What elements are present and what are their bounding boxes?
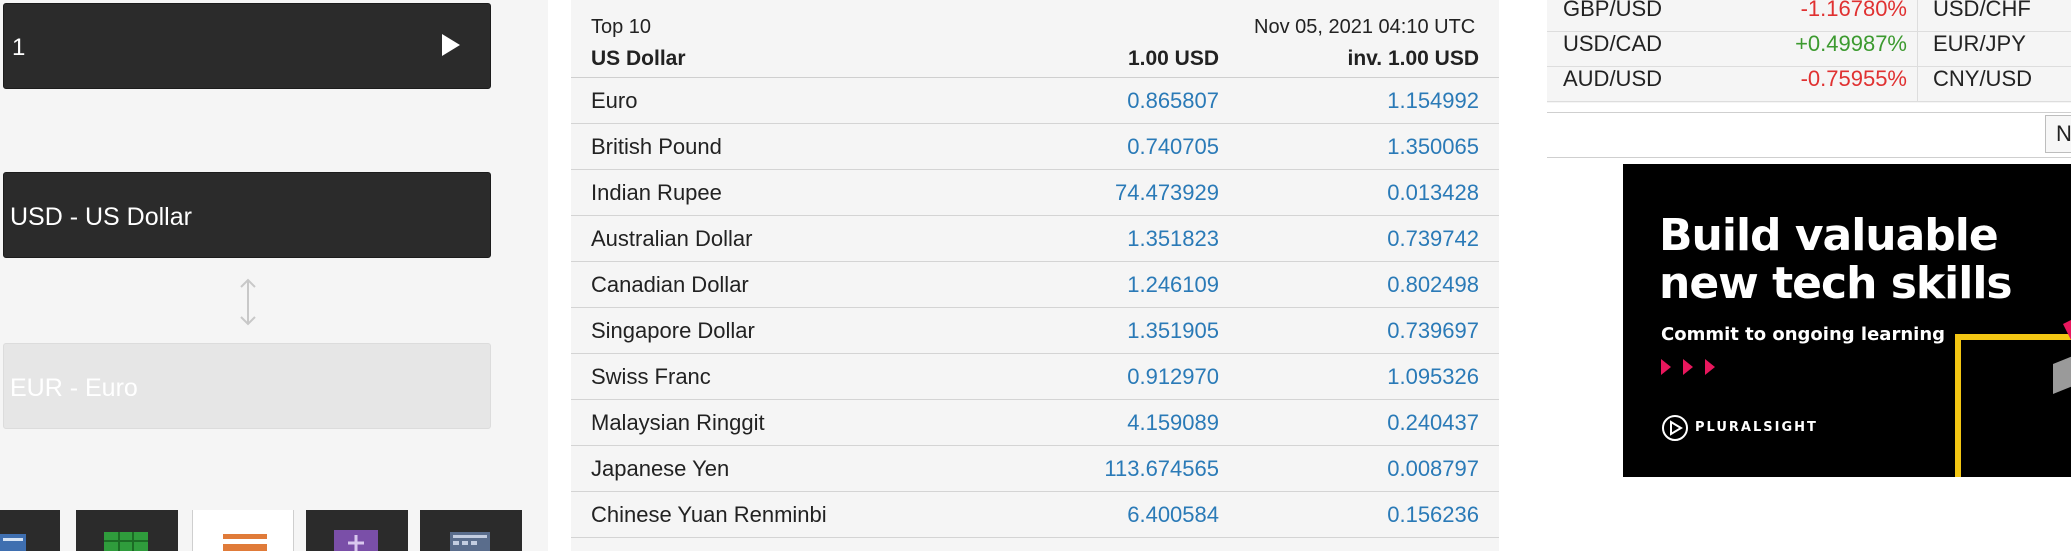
ticker-pair[interactable]: GBP/USD bbox=[1563, 0, 1663, 21]
converter-panel: 1 USD - US Dollar EUR - Euro bbox=[0, 0, 548, 551]
table-grid-icon bbox=[104, 532, 148, 551]
rates-rows: Euro 0.865807 1.154992 British Pound 0.74070… bbox=[571, 78, 1499, 538]
rates-timestamp: Nov 05, 2021 04:10 UTC bbox=[1254, 16, 1476, 38]
ticker-pair[interactable]: EUR/JPY bbox=[1933, 31, 2026, 56]
ad-subline: Commit to ongoing learning bbox=[1661, 324, 1946, 345]
tool-tabs bbox=[0, 510, 548, 551]
calculator-icon bbox=[0, 534, 26, 551]
currency-name[interactable]: Canadian Dollar bbox=[591, 272, 749, 297]
rate-link[interactable]: 0.740705 bbox=[1127, 134, 1219, 159]
inverse-rate-link[interactable]: 1.095326 bbox=[1387, 364, 1479, 389]
rate-link[interactable]: 113.674565 bbox=[1104, 456, 1219, 481]
ticker-divider bbox=[1917, 0, 1918, 31]
ticker-change: +0.49987% bbox=[1795, 31, 1907, 56]
tab-calculator[interactable] bbox=[0, 510, 60, 551]
currency-name[interactable]: Indian Rupee bbox=[591, 180, 722, 205]
table-row[interactable]: Indian Rupee 74.473929 0.013428 bbox=[571, 170, 1499, 216]
rate-link[interactable]: 4.159089 bbox=[1127, 410, 1219, 435]
tab-add[interactable] bbox=[306, 510, 408, 551]
ticker-row[interactable]: GBP/USD -1.16780% USD/CHF bbox=[1547, 0, 2071, 32]
tab-calendar[interactable] bbox=[420, 510, 522, 551]
table-row[interactable]: Malaysian Ringgit 4.159089 0.240437 bbox=[571, 400, 1499, 446]
table-row[interactable]: Swiss Franc 0.912970 1.095326 bbox=[571, 354, 1499, 400]
amount-value: 1 bbox=[12, 34, 26, 61]
inverse-rate-link[interactable]: 0.008797 bbox=[1387, 456, 1479, 481]
search-bar: N bbox=[1547, 112, 2071, 158]
base-currency-name: US Dollar bbox=[591, 47, 686, 70]
rates-table-header: Top 10 Nov 05, 2021 04:10 UTC US Dollar … bbox=[571, 0, 1499, 78]
advertisement[interactable]: Build valuable new tech skills Commit to… bbox=[1623, 164, 2071, 477]
table-row[interactable]: Chinese Yuan Renminbi 6.400584 0.156236 bbox=[571, 492, 1499, 538]
to-currency-select[interactable]: EUR - Euro bbox=[3, 343, 491, 429]
table-row[interactable]: Canadian Dollar 1.246109 0.802498 bbox=[571, 262, 1499, 308]
ticker-divider bbox=[1917, 31, 1918, 66]
ticker-pair[interactable]: USD/CHF bbox=[1933, 0, 2031, 21]
ticker-pair[interactable]: AUD/USD bbox=[1563, 66, 1663, 91]
table-row[interactable]: Singapore Dollar 1.351905 0.739697 bbox=[571, 308, 1499, 354]
currency-name[interactable]: British Pound bbox=[591, 134, 722, 159]
table-row[interactable]: Euro 0.865807 1.154992 bbox=[571, 78, 1499, 124]
currency-name[interactable]: Australian Dollar bbox=[591, 226, 753, 251]
ad-cube-decoration-icon bbox=[2053, 320, 2071, 394]
inverse-rate-link[interactable]: 1.154992 bbox=[1387, 88, 1479, 113]
ticker-divider bbox=[1917, 66, 1918, 101]
ad-decoration-frame bbox=[1955, 334, 2071, 477]
inverse-rate-link[interactable]: 0.240437 bbox=[1387, 410, 1479, 435]
currency-name[interactable]: Japanese Yen bbox=[591, 456, 730, 481]
inverse-rate-link[interactable]: 0.156236 bbox=[1387, 502, 1479, 527]
header-divider bbox=[571, 77, 1499, 78]
inverse-rate-link[interactable]: 0.802498 bbox=[1387, 272, 1479, 297]
inverse-rate-link[interactable]: 0.739742 bbox=[1387, 226, 1479, 251]
rate-column-header: 1.00 USD bbox=[1127, 47, 1219, 70]
inverse-rate-link[interactable]: 1.350065 bbox=[1387, 134, 1479, 159]
right-sidebar: GBP/USD -1.16780% USD/CHF USD/CAD +0.49987% E… bbox=[1547, 0, 2071, 551]
currency-name[interactable]: Euro bbox=[591, 88, 638, 113]
inverse-rate-link[interactable]: 0.739697 bbox=[1387, 318, 1479, 343]
table-row[interactable]: British Pound 0.740705 1.350065 bbox=[571, 124, 1499, 170]
tab-list[interactable] bbox=[192, 510, 294, 551]
ticker-row[interactable]: USD/CAD +0.49987% EUR/JPY bbox=[1547, 31, 2071, 67]
rate-link[interactable]: 1.351823 bbox=[1127, 226, 1219, 251]
calendar-icon bbox=[450, 532, 490, 551]
rates-table: Top 10 Nov 05, 2021 04:10 UTC US Dollar … bbox=[571, 0, 1499, 551]
rate-link[interactable]: 74.473929 bbox=[1115, 180, 1219, 205]
rate-link[interactable]: 1.246109 bbox=[1127, 272, 1219, 297]
table-row[interactable]: Australian Dollar 1.351823 0.739742 bbox=[571, 216, 1499, 262]
ticker-change: -1.16780% bbox=[1800, 0, 1907, 21]
plus-icon bbox=[334, 530, 378, 551]
search-input[interactable] bbox=[1547, 113, 2049, 157]
swap-vertical-arrows-icon[interactable] bbox=[236, 276, 260, 328]
ad-headline: Build valuable new tech skills bbox=[1659, 210, 2013, 309]
amount-field[interactable]: 1 bbox=[3, 3, 491, 89]
ad-brand: PLURALSIGHT bbox=[1695, 420, 1818, 435]
table-row[interactable]: Japanese Yen 113.674565 0.008797 bbox=[571, 446, 1499, 492]
inverse-rate-link[interactable]: 0.013428 bbox=[1387, 180, 1479, 205]
ticker-row[interactable]: AUD/USD -0.75955% CNY/USD bbox=[1547, 66, 2071, 102]
rate-link[interactable]: 0.865807 bbox=[1127, 88, 1219, 113]
from-currency-select[interactable]: USD - US Dollar bbox=[3, 172, 491, 258]
ticker-pair[interactable]: CNY/USD bbox=[1933, 66, 2033, 91]
rate-link[interactable]: 1.351905 bbox=[1127, 318, 1219, 343]
ticker-change: -0.75955% bbox=[1800, 66, 1907, 91]
play-arrows-icon bbox=[1661, 359, 1715, 375]
ticker-pair[interactable]: USD/CAD bbox=[1563, 31, 1663, 56]
list-icon bbox=[223, 534, 267, 551]
rate-link[interactable]: 6.400584 bbox=[1127, 502, 1219, 527]
play-triangle-icon[interactable] bbox=[442, 34, 460, 56]
from-currency-label: USD - US Dollar bbox=[10, 203, 192, 231]
to-currency-label: EUR - Euro bbox=[10, 374, 138, 402]
tab-table[interactable] bbox=[76, 510, 178, 551]
currency-name[interactable]: Singapore Dollar bbox=[591, 318, 755, 343]
search-button[interactable]: N bbox=[2045, 115, 2071, 153]
currency-name[interactable]: Swiss Franc bbox=[591, 364, 711, 389]
pluralsight-logo-icon bbox=[1662, 415, 1688, 441]
table-subtitle: Top 10 bbox=[591, 16, 652, 38]
currency-ticker: GBP/USD -1.16780% USD/CHF USD/CAD +0.49987% E… bbox=[1547, 0, 2071, 103]
currency-name[interactable]: Chinese Yuan Renminbi bbox=[591, 502, 827, 527]
currency-name[interactable]: Malaysian Ringgit bbox=[591, 410, 765, 435]
rate-link[interactable]: 0.912970 bbox=[1127, 364, 1219, 389]
inverse-column-header: inv. 1.00 USD bbox=[1347, 47, 1480, 70]
